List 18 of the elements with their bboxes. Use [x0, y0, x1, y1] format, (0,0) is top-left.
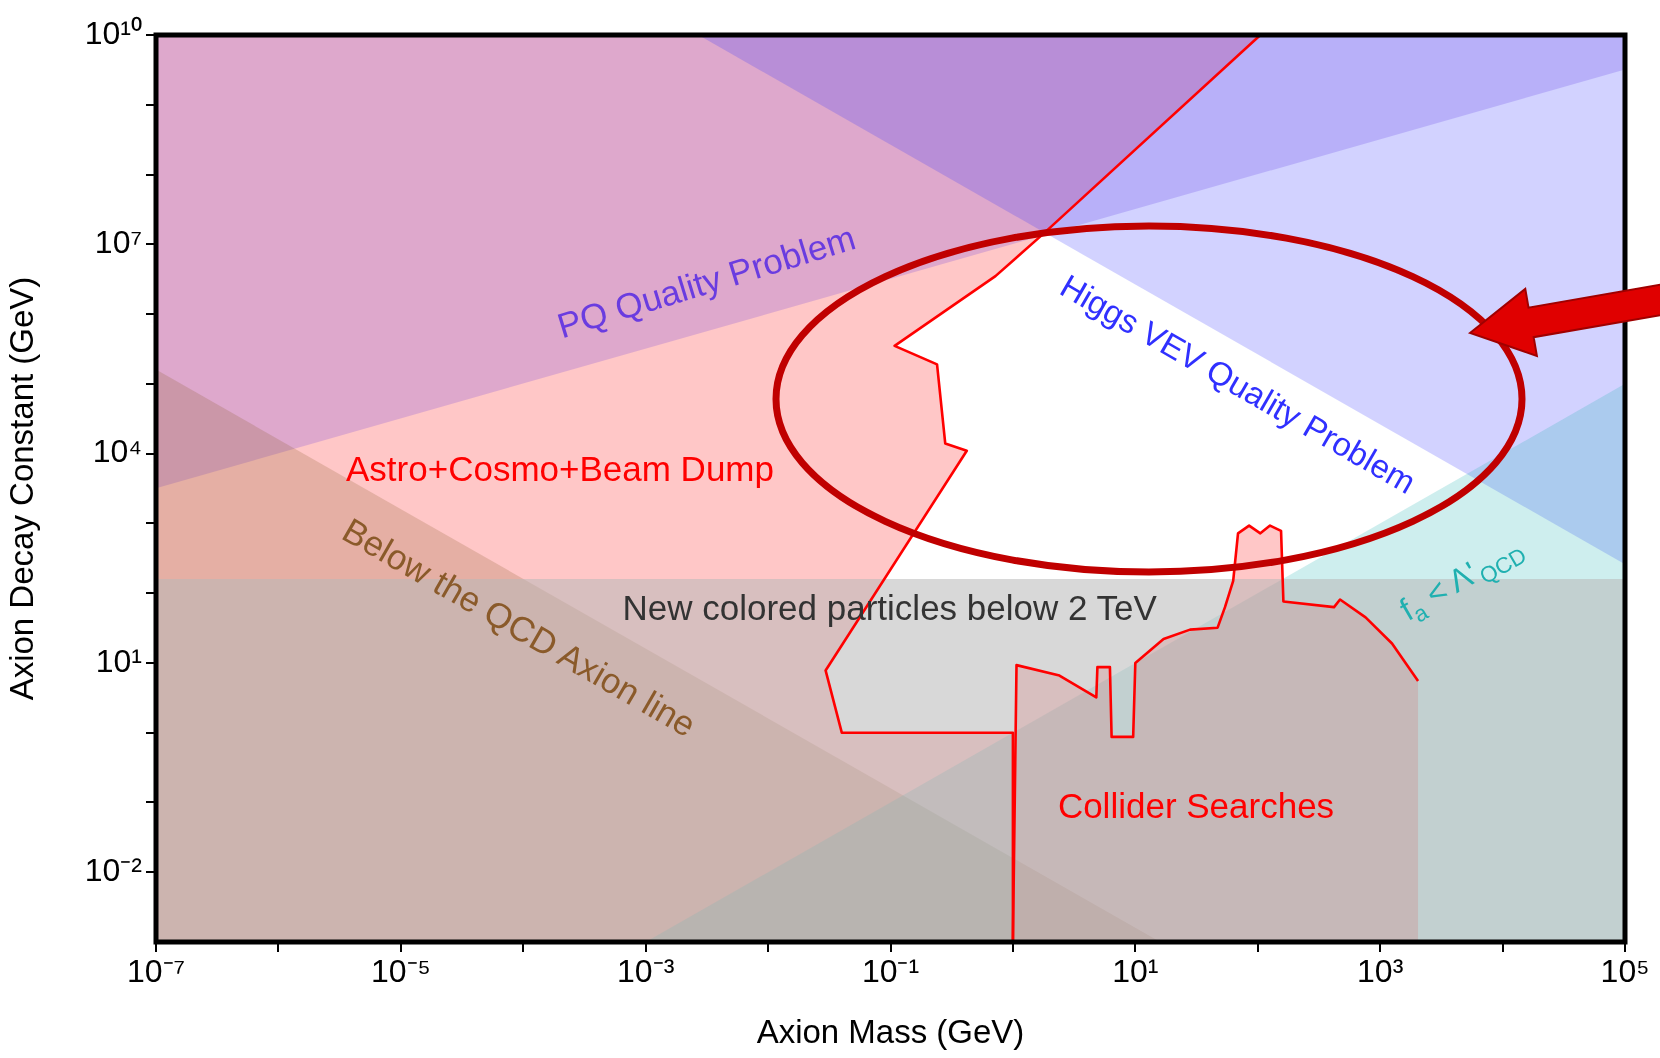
x-tick-label: 10⁻⁵ [370, 953, 431, 990]
series-label: PQ Quality Problem [552, 217, 860, 346]
y-tick-label: 10⁷ [94, 224, 142, 261]
y-tick-label: 10⁻² [84, 852, 143, 889]
x-tick-label: 10³ [1357, 953, 1404, 990]
y-tick-label: 10¹⁰ [84, 14, 142, 51]
series-label: Astro+Cosmo+Beam Dump [346, 448, 774, 488]
x-tick-label: 10⁵ [1600, 953, 1650, 990]
x-tick-label: 10¹ [1112, 953, 1159, 990]
series-label: Collider Searches [1057, 785, 1335, 825]
series-label: fa < Λ'QCD [1393, 542, 1531, 628]
y-tick-label: 10⁴ [92, 433, 142, 470]
x-axis-title: Axion Mass (GeV) [756, 1013, 1025, 1051]
y-tick-label: 10¹ [95, 642, 142, 679]
x-tick-label: 10⁻³ [617, 953, 675, 990]
x-tick-label: 10⁻⁷ [126, 953, 186, 990]
y-axis-title: Axion Decay Constant (GeV) [2, 276, 40, 701]
x-tick-label: 10⁻¹ [861, 953, 920, 990]
